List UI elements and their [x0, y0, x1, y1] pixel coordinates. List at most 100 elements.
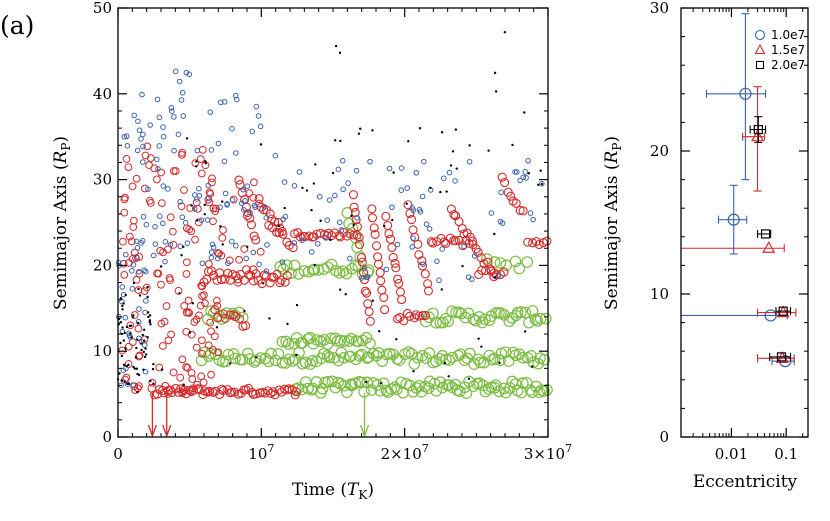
red-point	[235, 180, 245, 190]
blue-point	[154, 96, 161, 103]
black-point	[149, 323, 152, 326]
black-point	[219, 225, 222, 228]
green-point	[416, 350, 429, 362]
blue-point	[232, 92, 239, 99]
red-point	[199, 277, 209, 287]
green-point	[338, 379, 350, 392]
green-point	[357, 334, 369, 347]
black-point	[122, 363, 126, 367]
blue-point	[143, 298, 149, 304]
blue-point	[383, 266, 390, 273]
black-point	[371, 129, 374, 132]
green-point	[307, 337, 320, 350]
blue-point	[233, 96, 240, 103]
black-point	[119, 341, 122, 345]
legend-label: 1.5e7	[771, 43, 805, 57]
eccentricity-y-label: Semimajor Axis (RP)	[602, 136, 624, 310]
red-point	[251, 235, 261, 245]
black-point	[148, 314, 152, 317]
red-point	[132, 174, 141, 183]
black-point	[124, 293, 127, 297]
black-point	[314, 163, 317, 166]
time-arrows	[147, 393, 370, 438]
x-tick-label: 2×107	[381, 442, 429, 463]
blue-point	[217, 204, 223, 211]
red-point	[188, 375, 197, 383]
green-point	[367, 347, 380, 360]
blue-point	[119, 284, 126, 290]
red-point	[256, 247, 265, 256]
blue-point	[221, 158, 228, 165]
red-point	[405, 311, 415, 321]
red-point	[418, 311, 428, 321]
black-point	[144, 353, 148, 356]
blue-point	[135, 118, 141, 125]
red-point	[356, 253, 367, 263]
black-point	[310, 208, 313, 212]
red-point	[365, 316, 375, 326]
black-point	[331, 171, 335, 175]
black-point	[135, 346, 138, 350]
red-point	[218, 309, 228, 319]
red-point	[371, 241, 382, 251]
green-point	[316, 382, 329, 395]
blue-point	[209, 241, 216, 248]
blue-point	[171, 114, 177, 120]
red-point	[270, 217, 280, 227]
black-point	[146, 285, 149, 289]
red-point	[377, 285, 387, 295]
green-point	[467, 380, 480, 392]
red-point	[198, 349, 206, 358]
green-point	[454, 348, 467, 360]
black-marker	[753, 124, 763, 135]
black-point	[405, 202, 408, 205]
blue-point	[497, 218, 504, 225]
red-point	[369, 223, 379, 233]
red-point	[165, 385, 175, 395]
red-point	[481, 265, 491, 276]
blue-point	[205, 195, 212, 202]
legend-label: 2.0e7	[771, 58, 805, 72]
red-point	[403, 200, 413, 210]
red-point	[272, 269, 282, 279]
black-point	[455, 167, 458, 170]
green-point	[481, 253, 493, 265]
black-point	[127, 363, 130, 366]
legend-label: 1.0e7	[771, 28, 805, 42]
blue-point	[140, 214, 147, 220]
red-point	[164, 389, 173, 398]
black-point	[142, 350, 145, 354]
black-point	[344, 293, 347, 296]
black-point	[119, 296, 123, 300]
blue-point	[122, 314, 129, 321]
blue-point	[243, 255, 249, 262]
blue-point	[177, 198, 183, 205]
green-point	[404, 379, 416, 392]
red-point	[373, 259, 384, 269]
green-point	[276, 335, 289, 348]
black-point	[138, 294, 142, 297]
green-point	[519, 306, 532, 319]
black-point	[128, 332, 132, 335]
red-point	[134, 286, 143, 294]
blue-point	[128, 268, 135, 274]
red-point	[523, 237, 533, 247]
red-point	[184, 296, 193, 305]
black-point	[447, 375, 450, 378]
black-point	[204, 162, 207, 165]
green-point	[439, 313, 452, 325]
black-point	[443, 361, 447, 365]
blue-point	[340, 186, 346, 193]
blue-point	[133, 254, 140, 261]
blue-point	[221, 99, 228, 105]
red-point	[477, 265, 487, 275]
black-point	[142, 328, 146, 331]
green-point	[434, 376, 447, 388]
black-point	[195, 165, 198, 168]
black-point	[196, 219, 199, 222]
red-point	[458, 241, 468, 251]
black-point	[148, 319, 152, 322]
blue-point	[272, 152, 279, 159]
x-tick-label: 0	[113, 445, 123, 463]
